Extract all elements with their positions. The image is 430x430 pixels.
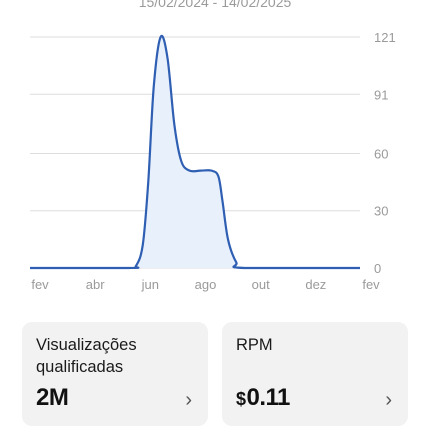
x-tick-label: jun (141, 277, 159, 292)
qualified-views-label: Visualizações qualificadas (36, 336, 137, 376)
rpm-card[interactable]: RPM $0.11 › (222, 322, 408, 426)
qualified-views-value: 2M (36, 384, 69, 411)
x-tick-label: abr (86, 277, 105, 292)
y-tick-label: 0 (374, 261, 381, 276)
chevron-right-icon: › (185, 389, 192, 411)
chevron-right-icon: › (385, 389, 392, 411)
y-tick-label: 60 (374, 146, 388, 161)
x-tick-label: ago (195, 277, 217, 292)
currency-symbol: $ (236, 389, 246, 409)
y-tick-label: 91 (374, 87, 388, 102)
qualified-views-card[interactable]: Visualizações qualificadas 2M › (22, 322, 208, 426)
y-tick-label: 121 (374, 30, 396, 45)
date-range: 15/02/2024 - 14/02/2025 (138, 0, 292, 10)
series-area (30, 35, 360, 268)
rpm-label: RPM (236, 336, 273, 354)
x-tick-label: out (252, 277, 270, 292)
x-tick-label: fev (31, 277, 49, 292)
series-line (30, 34, 360, 270)
y-tick-label: 30 (374, 204, 388, 219)
x-tick-label: dez (305, 277, 326, 292)
rpm-value: $0.11 (236, 384, 290, 411)
x-tick-label: fev (362, 277, 380, 292)
views-chart: 0 30 60 91 121 fev abr jun ago out dez fev (30, 30, 396, 292)
